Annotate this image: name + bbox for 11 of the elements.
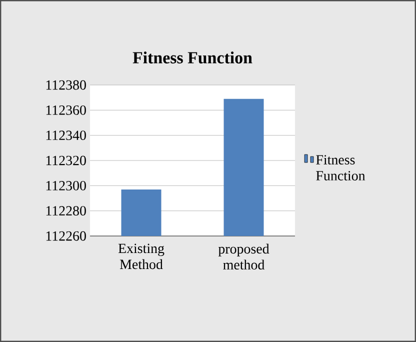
y-tick-label: 112320	[46, 156, 86, 166]
x-tick-label: proposed method	[218, 244, 270, 270]
y-tick-label: 112280	[46, 206, 86, 216]
y-tick-label: 112300	[46, 180, 86, 190]
y-tick-label: 112380	[46, 80, 86, 90]
y-tick-label: 112340	[46, 130, 86, 140]
x-tick-label: Existing Method	[118, 244, 164, 270]
legend-label: Fitness Function	[316, 155, 366, 180]
y-tick-label: 112260	[46, 231, 86, 241]
y-tick-label: 112360	[46, 105, 86, 115]
chart-title: Fitness Function	[132, 52, 252, 64]
